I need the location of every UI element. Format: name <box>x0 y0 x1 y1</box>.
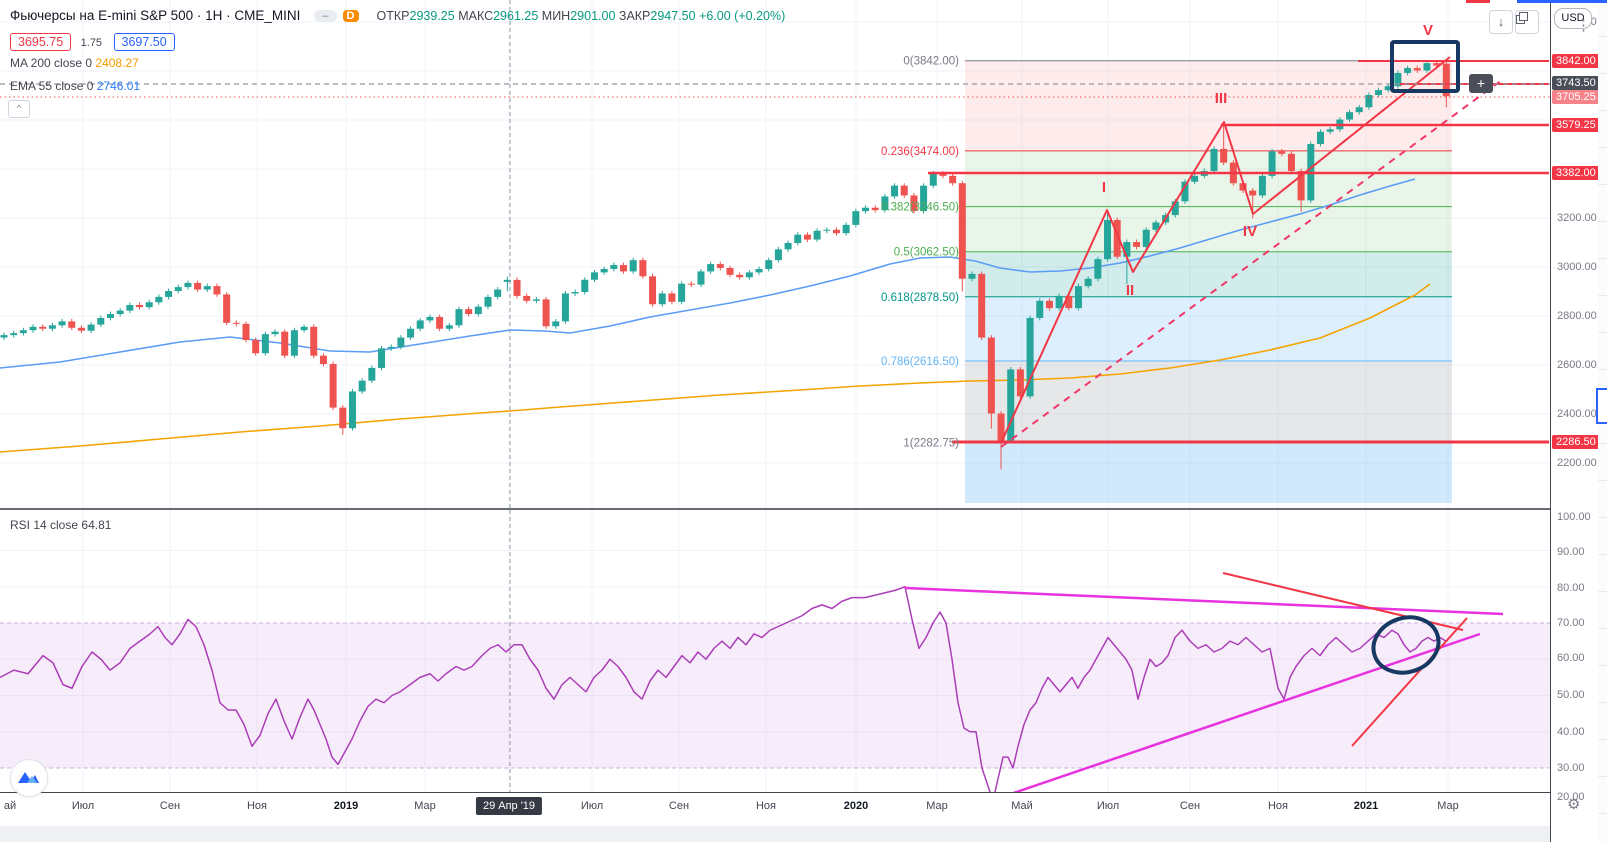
time-tick: Сен <box>159 800 181 812</box>
ma200-legend[interactable]: MA 200 close 0 2408.27 <box>10 56 139 70</box>
mountain-logo-icon <box>18 772 39 783</box>
axis-tick: 100.00 <box>1557 511 1591 523</box>
time-tick: Ноя <box>246 800 268 812</box>
top-edge-red-strip <box>1466 0 1490 3</box>
pane-separator[interactable] <box>0 508 1550 510</box>
low-value: 2901.00 <box>570 9 616 23</box>
open-value: 2939.25 <box>409 9 455 23</box>
time-tick: Сен <box>1179 800 1201 812</box>
svg-text:0(3842.00): 0(3842.00) <box>903 56 959 68</box>
axis-menu-kebab-icon[interactable]: ⋮ <box>1576 17 1591 34</box>
spread-value: 1.75 <box>80 37 103 49</box>
time-tick: Май <box>1011 800 1033 812</box>
time-tick: Ноя <box>1267 800 1289 812</box>
axis-tick: 70.00 <box>1557 617 1585 629</box>
axis-tick: 2200.00 <box>1557 457 1597 469</box>
time-tick: 2019 <box>333 800 359 812</box>
svg-text:0.382(3246.50): 0.382(3246.50) <box>881 202 959 214</box>
axis-tick: 3000.00 <box>1557 261 1597 273</box>
axis-tick: 20.00 <box>1557 791 1585 803</box>
sell-price-button[interactable]: 3695.75 <box>10 33 72 51</box>
bottom-padding-band <box>0 826 1607 842</box>
axis-tick: 80.00 <box>1557 582 1585 594</box>
time-tick: Мар <box>414 800 436 812</box>
svg-text:0.786(2616.50): 0.786(2616.50) <box>881 356 959 368</box>
ma200-label: MA 200 close 0 <box>10 56 93 70</box>
ema55-legend[interactable]: EMA 55 close 0 2746.01 <box>10 79 140 93</box>
time-tick: 2021 <box>1353 800 1379 812</box>
right-panel-selection-box[interactable] <box>1596 388 1607 424</box>
time-tick: Мар <box>1437 800 1459 812</box>
svg-text:0.236(3474.00): 0.236(3474.00) <box>881 146 959 158</box>
price-level-badge: 3743.50 <box>1552 76 1600 90</box>
time-tick: Июл <box>1096 800 1120 812</box>
scroll-to-latest-button[interactable]: ↓ <box>1489 10 1513 34</box>
time-tick: Июл <box>71 800 95 812</box>
rsi-pane[interactable] <box>0 510 1550 792</box>
crosshair-date-badge: 29 Апр '19 <box>475 797 543 815</box>
time-tick: ай <box>3 800 17 812</box>
svg-text:IV: IV <box>1243 223 1257 240</box>
top-edge-blue-strip <box>1517 0 1607 3</box>
rsi-legend[interactable]: RSI 14 close 64.81 <box>10 518 111 532</box>
time-tick: Мар <box>926 800 948 812</box>
svg-text:1(2282.75): 1(2282.75) <box>903 438 959 450</box>
axis-tick: 2400.00 <box>1557 408 1597 420</box>
svg-text:0.5(3062.50): 0.5(3062.50) <box>894 247 959 259</box>
maximize-pane-button[interactable] <box>1515 10 1539 34</box>
rsi-label: RSI 14 close <box>10 518 79 532</box>
axis-tick: 2800.00 <box>1557 310 1597 322</box>
add-alert-plus-button[interactable]: + <box>1469 74 1493 93</box>
axis-tick: 2600.00 <box>1557 359 1597 371</box>
time-tick: Сен <box>668 800 690 812</box>
axis-tick: 40.00 <box>1557 726 1585 738</box>
currency-unit-button[interactable]: USD <box>1554 8 1592 29</box>
axis-tick: 3200.00 <box>1557 212 1597 224</box>
price-level-badge: 3705.25 <box>1552 90 1600 104</box>
quote-row: 3695.75 1.75 3697.50 <box>10 33 175 51</box>
timezone-settings-gear-icon[interactable]: ⚙ <box>1567 796 1581 813</box>
axis-tick: 30.00 <box>1557 762 1585 774</box>
restore-icon <box>1516 12 1528 24</box>
high-value: 2961.25 <box>493 9 539 23</box>
hide-indicator-pill[interactable]: – <box>314 10 337 22</box>
time-tick: Июл <box>580 800 604 812</box>
axis-tick: 50.00 <box>1557 689 1585 701</box>
price-level-badge: 2286.50 <box>1552 435 1600 449</box>
delayed-data-badge: D <box>342 10 359 22</box>
time-tick: Ноя <box>755 800 777 812</box>
svg-text:I: I <box>1102 179 1106 196</box>
time-tick: 2020 <box>843 800 869 812</box>
ema55-value: 2746.01 <box>96 79 141 93</box>
tradingview-logo[interactable] <box>10 759 48 797</box>
price-axis[interactable]: 4000.003200.003000.002800.002600.002400.… <box>1550 0 1600 842</box>
buy-price-button[interactable]: 3697.50 <box>113 33 175 51</box>
symbol-title[interactable]: Фьючерсы на E-mini S&P 500 · 1H · CME_MI… <box>10 8 301 23</box>
axis-tick: 60.00 <box>1557 652 1585 664</box>
svg-text:II: II <box>1126 282 1134 299</box>
rsi-value: 64.81 <box>81 518 112 532</box>
ohlc-values: ОТКР2939.25 МАКС2961.25 МИН2901.00 ЗАКР2… <box>376 9 786 23</box>
svg-text:V: V <box>1423 22 1433 39</box>
price-level-badge: 3842.00 <box>1552 54 1600 68</box>
change-value: +6.00 (+0.20%) <box>699 9 786 23</box>
close-value: 2947.50 <box>650 9 696 23</box>
svg-text:III: III <box>1215 90 1228 107</box>
collapse-legend-button[interactable]: ^ <box>8 100 30 118</box>
axis-tick: 90.00 <box>1557 546 1585 558</box>
ema55-label: EMA 55 close 0 <box>10 79 94 93</box>
svg-text:0.618(2878.50): 0.618(2878.50) <box>881 292 959 304</box>
main-price-pane[interactable]: IIIIIIIVV0(3842.00)0.236(3474.00)0.382(3… <box>0 0 1550 508</box>
symbol-legend[interactable]: Фьючерсы на E-mini S&P 500 · 1H · CME_MI… <box>10 8 785 23</box>
ma200-value: 2408.27 <box>95 56 139 70</box>
price-level-badge: 3382.00 <box>1552 166 1600 180</box>
price-level-badge: 3579.25 <box>1552 118 1600 132</box>
